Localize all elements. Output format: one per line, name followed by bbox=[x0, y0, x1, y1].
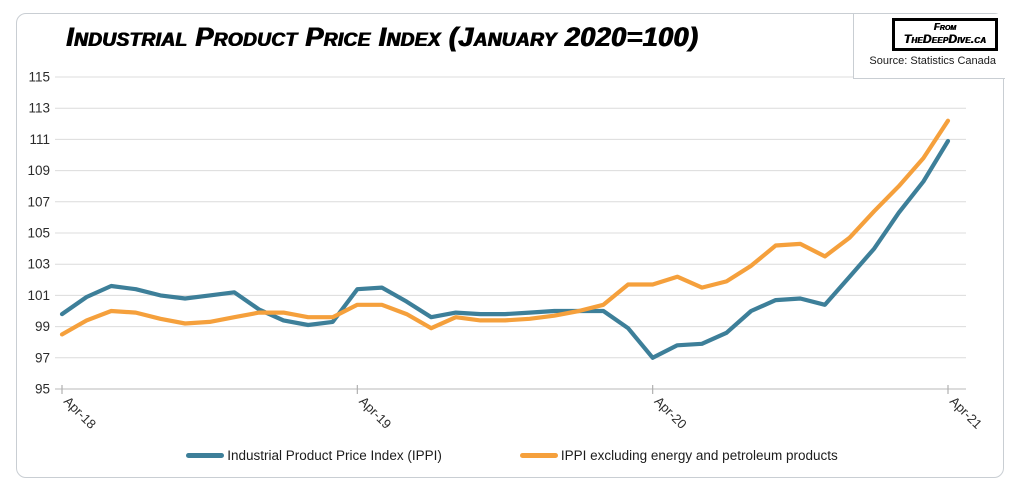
legend-item-ippi: Industrial Product Price Index (IPPI) bbox=[186, 448, 442, 463]
y-axis-label: 103 bbox=[27, 257, 50, 272]
ippi-series-line bbox=[59, 138, 951, 360]
attribution-panel: From TheDeepDive.ca Source: Statistics C… bbox=[853, 14, 1005, 79]
y-axis-label: 109 bbox=[27, 163, 50, 178]
y-axis-label: 113 bbox=[28, 101, 50, 116]
x-axis-label: Apr-18 bbox=[61, 394, 99, 432]
y-axis-label: 111 bbox=[29, 132, 50, 147]
ex-energy-line-swatch bbox=[519, 453, 558, 458]
y-axis-label: 101 bbox=[27, 288, 50, 303]
chart-title: Industrial Product Price Index (January … bbox=[66, 22, 699, 52]
x-axis-label: Apr-21 bbox=[947, 394, 985, 432]
y-axis-label: 95 bbox=[35, 382, 50, 397]
badge-from-text: From bbox=[933, 22, 957, 33]
legend-item-ex-energy: IPPI excluding energy and petroleum prod… bbox=[519, 448, 838, 463]
y-axis-label: 105 bbox=[27, 226, 50, 241]
legend-label-ex-energy: IPPI excluding energy and petroleum prod… bbox=[560, 448, 838, 463]
ippi-line-swatch bbox=[186, 453, 225, 458]
ex-energy-series-line bbox=[59, 118, 951, 337]
legend: Industrial Product Price Index (IPPI) IP… bbox=[0, 448, 1024, 463]
x-axis-label: Apr-19 bbox=[356, 394, 394, 432]
y-axis-label: 99 bbox=[35, 319, 50, 334]
y-axis-label: 107 bbox=[27, 194, 50, 209]
badge-site-text: TheDeepDive.ca bbox=[903, 32, 986, 46]
thedeepdive-badge: From TheDeepDive.ca bbox=[891, 18, 998, 51]
source-credit: Source: Statistics Canada bbox=[869, 55, 996, 67]
legend-label-ippi: Industrial Product Price Index (IPPI) bbox=[227, 448, 442, 463]
y-axis-label: 97 bbox=[35, 350, 50, 365]
x-axis-label: Apr-20 bbox=[652, 394, 690, 432]
y-axis-label: 115 bbox=[28, 70, 50, 85]
